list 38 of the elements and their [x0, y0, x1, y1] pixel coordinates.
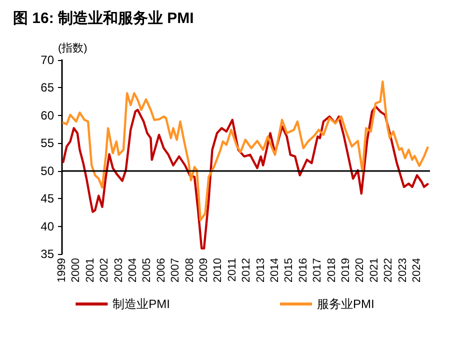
- chart-title: 图 16: 制造业和服务业 PMI: [13, 10, 194, 27]
- x-tick-label: 2013: [254, 258, 267, 282]
- y-tick-label: 60: [40, 108, 54, 122]
- x-tick-label: 2005: [141, 258, 154, 282]
- y-tick-label: 40: [40, 219, 54, 234]
- x-tick-label: 2020: [354, 258, 366, 282]
- x-tick-label: 2000: [70, 258, 82, 282]
- y-tick-label: 65: [40, 80, 54, 95]
- x-tick-label: 2007: [170, 258, 182, 282]
- x-tick-label: 2015: [283, 258, 296, 282]
- x-tick-label: 2009: [198, 258, 210, 282]
- x-tick-label: 2010: [212, 258, 224, 282]
- x-tick-label: 2018: [326, 258, 338, 282]
- x-tick-label: 2004: [126, 258, 139, 282]
- legend-label: 制造业PMI: [112, 297, 170, 311]
- x-tick-label: 2003: [112, 258, 125, 282]
- y-tick-label: 50: [40, 164, 54, 178]
- y-tick-label: 55: [40, 136, 54, 150]
- x-tick-label: 2001: [84, 258, 96, 282]
- x-tick-label: 2012: [240, 258, 253, 282]
- x-tick-label: 2014: [269, 258, 281, 282]
- x-tick-label: 2008: [184, 258, 196, 282]
- x-tick-label: 2006: [155, 258, 168, 282]
- y-tick-label: 35: [40, 247, 54, 261]
- x-tick-label: 2022: [382, 258, 395, 282]
- x-tick-label: 1999: [56, 258, 68, 282]
- x-tick-label: 2016: [297, 258, 310, 282]
- x-tick-label: 2017: [312, 258, 324, 282]
- x-tick-label: 2011: [226, 258, 238, 282]
- x-tick-label: 2021: [368, 258, 380, 282]
- x-tick-label: 2024: [410, 258, 423, 282]
- y-axis-title: (指数): [58, 42, 88, 54]
- x-tick-label: 2023: [396, 258, 409, 282]
- y-tick-label: 70: [40, 53, 54, 67]
- y-tick-label: 45: [40, 192, 54, 206]
- legend-label: 服务业PMI: [317, 297, 374, 311]
- x-tick-label: 2019: [340, 258, 352, 282]
- x-tick-label: 2002: [98, 258, 111, 282]
